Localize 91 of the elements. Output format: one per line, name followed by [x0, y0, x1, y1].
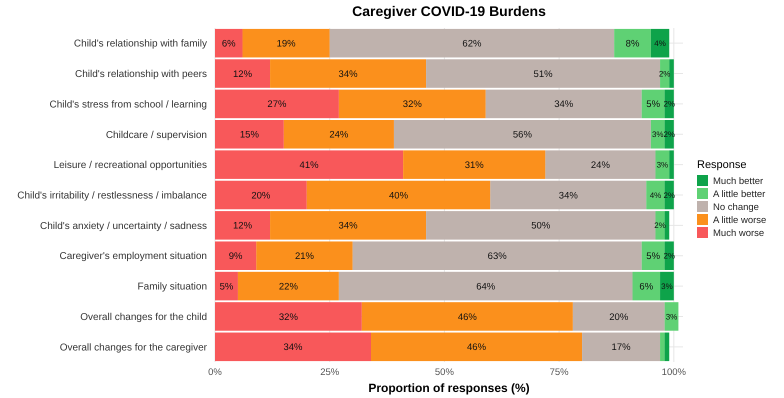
legend-label: Much better: [713, 176, 764, 187]
data-label: 34%: [338, 68, 358, 80]
data-label: 32%: [402, 99, 422, 110]
x-axis-title: Proportion of responses (%): [368, 381, 530, 395]
data-label: 51%: [534, 68, 554, 80]
legend-label: A little better: [713, 188, 766, 200]
data-label: 2%: [654, 221, 666, 230]
x-tick-label: 0%: [208, 367, 222, 378]
bar: [614, 28, 651, 58]
data-label: 5%: [646, 99, 661, 110]
data-label: 31%: [464, 160, 484, 171]
x-tick-label: 25%: [320, 367, 340, 378]
data-label: 34%: [338, 220, 358, 232]
data-label: 56%: [512, 130, 532, 141]
y-tick-label: Leisure / recreational opportunities: [54, 160, 207, 172]
legend-label: No change: [713, 202, 759, 213]
data-label: 4%: [654, 38, 666, 48]
data-label: 40%: [389, 190, 409, 202]
data-label: 34%: [554, 99, 574, 110]
bar: [238, 272, 339, 300]
data-label: 20%: [251, 190, 271, 202]
data-label: 24%: [329, 130, 349, 141]
bar: [330, 28, 614, 58]
bar: [284, 120, 394, 149]
data-label: 5%: [220, 281, 234, 292]
data-label: 12%: [233, 68, 253, 80]
x-tick-label: 75%: [550, 367, 570, 378]
bar: [664, 332, 670, 362]
data-label: 24%: [590, 160, 610, 171]
bar: [394, 120, 651, 149]
data-label: 5%: [646, 251, 661, 262]
bar: [664, 302, 678, 331]
bar: [215, 120, 284, 149]
y-tick-label: Overall changes for the caregiver: [60, 342, 208, 354]
bar: [582, 332, 660, 362]
data-label: 34%: [283, 342, 304, 354]
x-tick-label: 100%: [662, 367, 687, 378]
data-label: 50%: [531, 220, 551, 232]
legend-title: Response: [697, 159, 747, 171]
y-tick-label: Family situation: [138, 282, 207, 293]
bar: [642, 241, 665, 270]
data-label: 41%: [300, 160, 320, 171]
bar: [352, 241, 642, 270]
bar: [632, 272, 660, 300]
data-label: 6%: [222, 38, 236, 50]
data-label: 62%: [462, 38, 482, 50]
y-tick-label: Child's relationship with family: [74, 38, 207, 50]
data-label: 21%: [294, 251, 315, 262]
data-label: 20%: [609, 312, 629, 323]
legend-label: A little worse: [713, 214, 766, 226]
data-label: 46%: [458, 312, 478, 323]
data-label: 6%: [639, 281, 654, 292]
bar: [362, 302, 573, 331]
y-tick-label: Child's irritability / restlessness / imbalance: [17, 190, 208, 202]
y-tick-label: Child's anxiety / uncertainty / sadness: [40, 220, 207, 232]
y-tick-label: Caregiver's employment situation: [59, 251, 207, 262]
y-tick-label: Childcare / supervision: [106, 130, 207, 141]
bar: [371, 332, 582, 362]
data-label: 8%: [626, 38, 640, 50]
data-label: 15%: [240, 130, 260, 141]
data-label: 3%: [661, 282, 673, 291]
data-label: 4%: [650, 190, 662, 200]
y-tick-label: Overall changes for the child: [80, 312, 207, 323]
y-tick-label: Child's stress from school / learning: [49, 99, 207, 110]
data-label: 32%: [278, 312, 298, 323]
data-label: 2%: [658, 69, 670, 78]
bar: [660, 332, 665, 362]
bar: [242, 28, 330, 58]
data-label: 63%: [488, 251, 508, 262]
bar: [215, 332, 371, 362]
data-label: 3%: [666, 312, 678, 322]
data-label: 3%: [656, 160, 668, 170]
x-tick-label: 50%: [434, 367, 454, 378]
data-label: 22%: [278, 281, 298, 292]
data-label: 9%: [228, 251, 244, 262]
bar: [215, 28, 243, 58]
data-label: 3%: [652, 130, 664, 140]
data-label: 12%: [233, 220, 253, 232]
y-tick-label: Child's relationship with peers: [75, 69, 207, 80]
data-label: 46%: [467, 342, 487, 354]
bar: [256, 241, 353, 270]
data-label: 17%: [612, 342, 632, 354]
data-label: 19%: [276, 38, 296, 50]
data-label: 34%: [558, 190, 578, 202]
data-label: 27%: [267, 99, 287, 110]
bar: [215, 241, 256, 270]
bar: [650, 28, 670, 58]
chart-title: Caregiver COVID-19 Burdens: [352, 3, 546, 19]
legend-label: Much worse: [713, 228, 764, 239]
bar: [660, 272, 674, 300]
data-label: 64%: [476, 281, 496, 292]
